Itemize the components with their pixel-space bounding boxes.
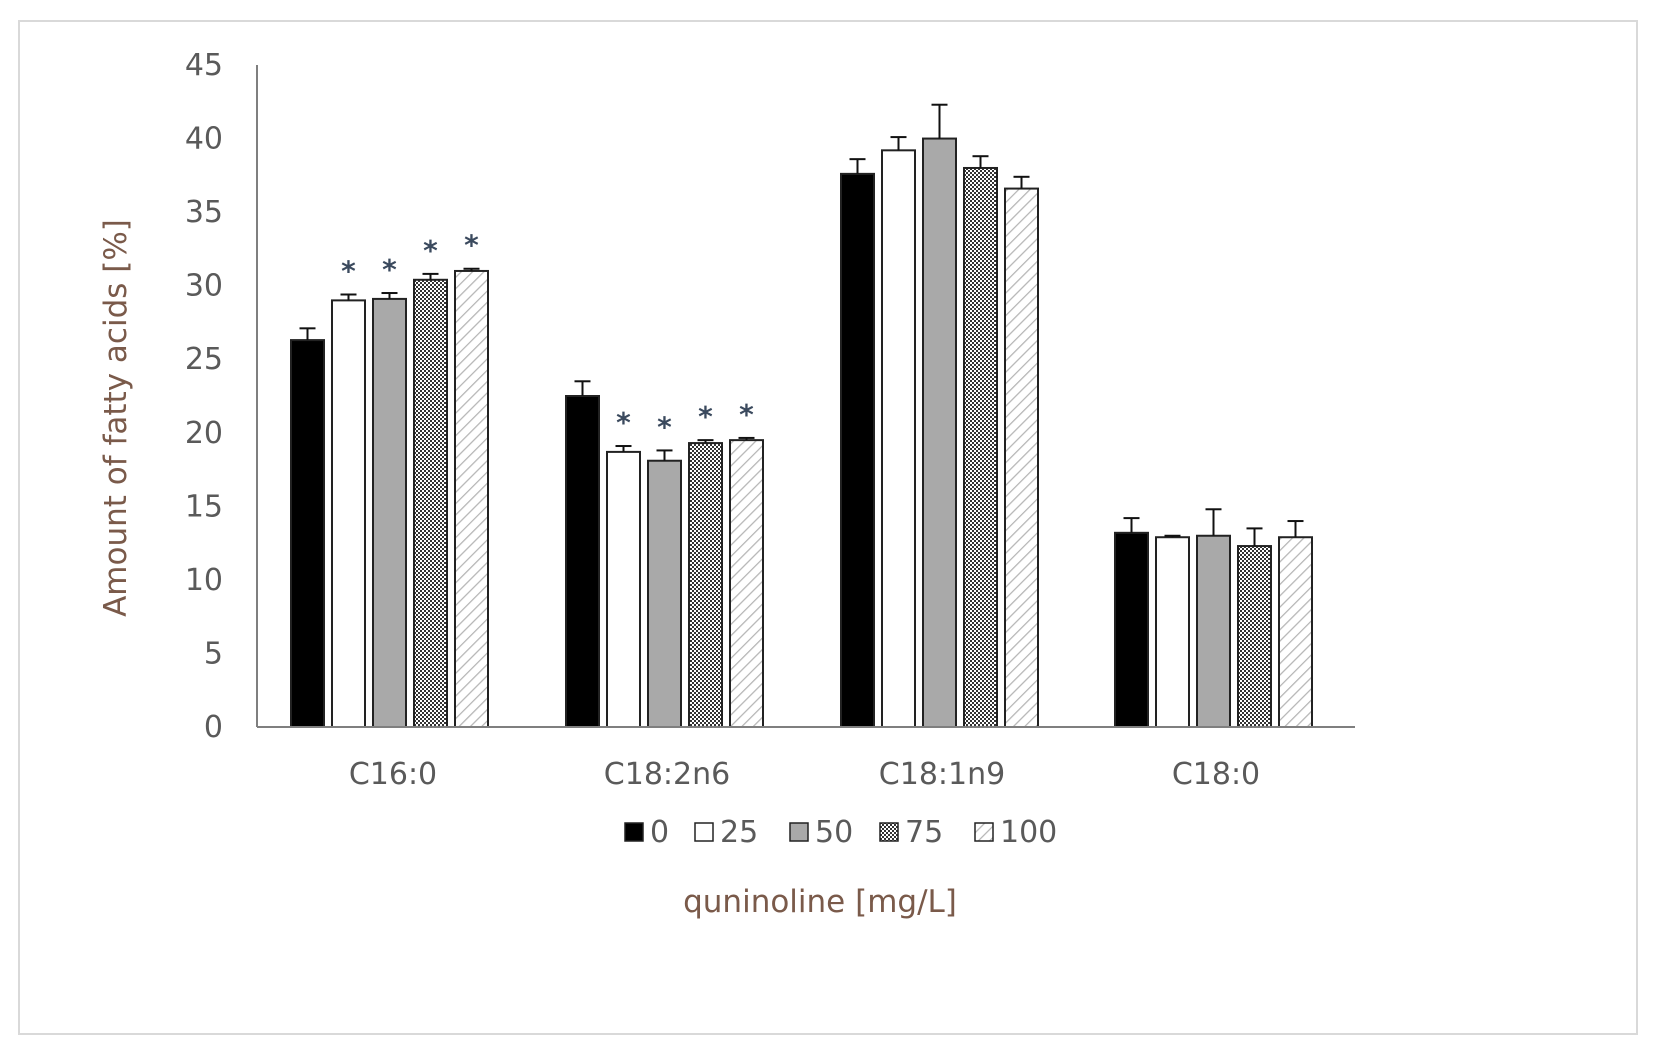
y-tick-label: 0 xyxy=(204,710,223,745)
legend-swatch xyxy=(974,822,994,842)
bar xyxy=(290,339,325,728)
bar-group-c160: * * * * xyxy=(290,229,489,728)
chart-frame: Amount of fatty acids [%] 0 5 10 15 20 25 30 35… xyxy=(18,20,1638,1035)
legend-swatch xyxy=(694,822,714,842)
legend-item-25: 25 xyxy=(694,815,758,850)
legend: 0 25 50 75 100 xyxy=(624,815,1057,850)
bar-chart: Amount of fatty acids [%] 0 5 10 15 20 25 30 35… xyxy=(98,48,1355,920)
y-axis-label: Amount of fatty acids [%] xyxy=(98,219,134,617)
bar xyxy=(647,459,682,728)
bar xyxy=(1155,536,1190,729)
bar xyxy=(922,137,957,729)
bar xyxy=(606,450,641,728)
bar xyxy=(413,278,448,728)
x-tick-label: C18:1n9 xyxy=(879,757,1005,792)
bar xyxy=(688,442,723,728)
bar xyxy=(1278,536,1313,729)
x-tick-label: C18:2n6 xyxy=(604,757,730,792)
y-tick-label: 20 xyxy=(185,416,223,451)
y-axis-ticks: 0 5 10 15 20 25 30 35 40 45 xyxy=(185,48,223,745)
significance-star: * xyxy=(698,400,713,433)
bar xyxy=(840,172,875,728)
y-tick-label: 45 xyxy=(185,48,223,83)
significance-star: * xyxy=(464,229,479,262)
bar-group-c181n9 xyxy=(840,103,1039,729)
legend-item-0: 0 xyxy=(624,815,669,850)
significance-star: * xyxy=(341,254,356,287)
bar-group-c182n6: * * * * xyxy=(565,380,764,728)
y-tick-label: 25 xyxy=(185,342,223,377)
x-tick-label: C18:0 xyxy=(1172,757,1260,792)
legend-item-100: 100 xyxy=(974,815,1057,850)
significance-star: * xyxy=(657,410,672,443)
bar-series: * * * * * * * * xyxy=(290,103,1313,729)
significance-star: * xyxy=(423,234,438,267)
legend-label: 0 xyxy=(650,815,669,850)
bar xyxy=(881,149,916,728)
y-tick-label: 40 xyxy=(185,122,223,157)
y-tick-label: 5 xyxy=(204,636,223,671)
y-tick-label: 30 xyxy=(185,269,223,304)
legend-item-50: 50 xyxy=(789,815,853,850)
bar xyxy=(331,299,366,728)
x-axis-label: quninoline [mg/L] xyxy=(683,884,957,920)
bar xyxy=(729,439,764,728)
legend-swatch xyxy=(789,822,809,842)
bar-group-c180 xyxy=(1114,508,1313,729)
y-tick-label: 10 xyxy=(185,563,223,598)
legend-item-75: 75 xyxy=(879,815,943,850)
bar xyxy=(1237,545,1272,729)
significance-star: * xyxy=(739,398,754,431)
legend-swatch xyxy=(879,822,899,842)
legend-label: 25 xyxy=(720,815,758,850)
bar xyxy=(1196,534,1231,728)
legend-swatch xyxy=(624,822,644,842)
bar xyxy=(565,395,600,728)
x-axis-ticks: C16:0 C18:2n6 C18:1n9 C18:0 xyxy=(349,757,1260,792)
legend-label: 50 xyxy=(815,815,853,850)
bar xyxy=(963,166,998,728)
significance-star: * xyxy=(382,253,397,286)
significance-star: * xyxy=(616,406,631,439)
legend-label: 75 xyxy=(905,815,943,850)
y-tick-label: 35 xyxy=(185,195,223,230)
bar xyxy=(1004,187,1039,729)
axes xyxy=(256,65,1355,728)
x-tick-label: C16:0 xyxy=(349,757,437,792)
legend-label: 100 xyxy=(1000,815,1057,850)
bar xyxy=(454,269,489,728)
bar xyxy=(372,297,407,728)
bar xyxy=(1114,531,1149,728)
y-tick-label: 15 xyxy=(185,489,223,524)
